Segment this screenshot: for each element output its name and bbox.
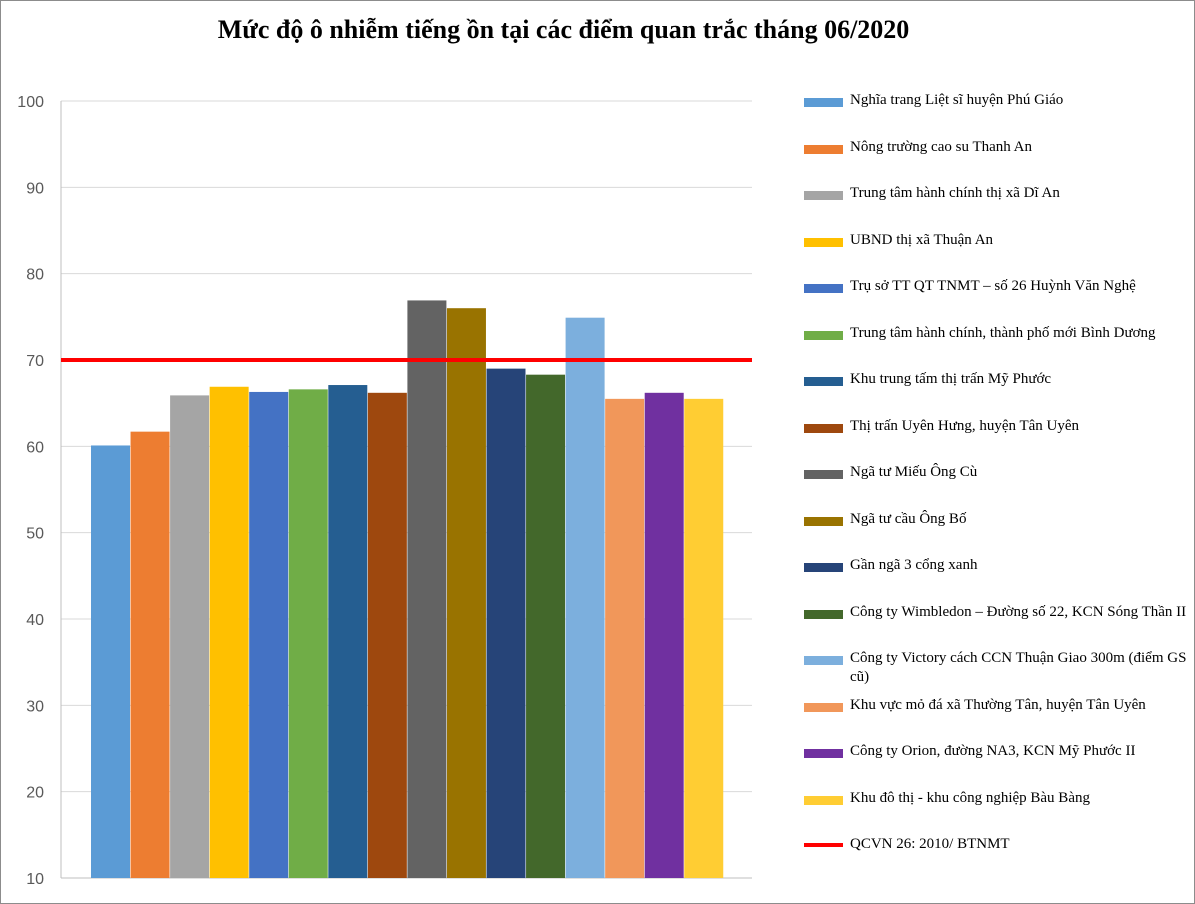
legend-label: Ngã tư cầu Ông Bố (850, 510, 967, 527)
legend-item: Khu đô thị - khu công nghiệp Bàu Bàng (804, 789, 1192, 808)
bar-5 (249, 391, 289, 878)
y-tick-label: 60 (26, 439, 44, 456)
legend-swatch (804, 516, 843, 526)
legend-swatch (804, 702, 843, 712)
bar-2 (130, 431, 170, 878)
bar-16 (684, 398, 724, 878)
legend-label: Công ty Orion, đường NA3, KCN Mỹ Phước I… (850, 743, 1136, 759)
bar-13 (565, 317, 605, 878)
y-tick-label: 50 (26, 526, 44, 543)
legend-item: UBND thị xã Thuận An (804, 231, 1192, 250)
legend-item: Công ty Orion, đường NA3, KCN Mỹ Phước I… (804, 742, 1192, 761)
legend-swatch (804, 98, 843, 107)
legend-label: QCVN 26: 2010/ BTNMT (850, 836, 1010, 852)
legend-label: UBND thị xã Thuận An (850, 231, 994, 248)
legend-swatch (804, 144, 843, 154)
legend-label: Công ty Wimbledon – Đường số 22, KCN Són… (850, 603, 1187, 620)
legend-label: Nông trường cao su Thanh An (850, 138, 1033, 155)
y-tick-label: 10 (26, 871, 44, 888)
bar-9 (407, 300, 447, 878)
legend-label: Gần ngã 3 cổng xanh (850, 557, 978, 573)
y-tick-label: 20 (26, 785, 44, 802)
bar-14 (605, 398, 645, 878)
bar-6 (288, 389, 328, 878)
legend-swatch (804, 795, 843, 805)
legend-item: Nông trường cao su Thanh An (804, 138, 1192, 157)
legend-item: Ngã tư cầu Ông Bố (804, 510, 1192, 529)
y-tick-label: 40 (26, 612, 44, 629)
y-tick-label: 90 (26, 180, 44, 197)
legend-item: Thị trấn Uyên Hưng, huyện Tân Uyên (804, 417, 1192, 436)
legend-label: Khu trung tấm thị trấn Mỹ Phước (850, 371, 1052, 387)
bar-12 (526, 374, 566, 878)
legend-swatch (804, 191, 843, 200)
legend-item: Công ty Wimbledon – Đường số 22, KCN Són… (804, 603, 1192, 622)
legend-label: Trụ sở TT QT TNMT – số 26 Huỳnh Văn Nghệ (850, 278, 1136, 294)
legend-label: Nghĩa trang Liệt sĩ huyện Phú Giáo (850, 92, 1064, 108)
y-tick-label: 30 (26, 698, 44, 715)
chart-title: Mức độ ô nhiễm tiếng ồn tại các điểm qua… (217, 15, 910, 44)
y-tick-label: 80 (26, 267, 44, 284)
legend-item: Trung tâm hành chính, thành phố mới Bình… (804, 324, 1192, 343)
legend-line-swatch (804, 843, 843, 847)
bar-1 (91, 445, 130, 878)
legend-item: Trụ sở TT QT TNMT – số 26 Huỳnh Văn Nghệ (804, 277, 1192, 296)
legend-swatch (804, 470, 843, 479)
legend-swatch (804, 377, 843, 386)
legend-label: Khu đô thị - khu công nghiệp Bàu Bàng (850, 789, 1090, 806)
legend-label: Công ty Victory cách CCN Thuận Giao 300m… (850, 650, 1187, 685)
y-tick-label: 70 (26, 353, 44, 370)
bar-10 (446, 308, 486, 878)
legend-swatch (804, 609, 843, 619)
legend-label: Khu vực mỏ đá xã Thường Tân, huyện Tân U… (850, 696, 1146, 713)
legend-item: Ngã tư Miếu Ông Cù (804, 463, 1192, 482)
bar-7 (328, 385, 368, 878)
bar-8 (367, 392, 407, 878)
legend-item: QCVN 26: 2010/ BTNMT (804, 835, 1192, 854)
bar-3 (170, 395, 210, 878)
bar-15 (644, 392, 684, 878)
legend-swatch (804, 423, 843, 433)
legend-item: Khu trung tấm thị trấn Mỹ Phước (804, 370, 1192, 389)
legend-swatch (804, 656, 843, 665)
legend-label: Thị trấn Uyên Hưng, huyện Tân Uyên (850, 417, 1080, 434)
legend-item: Công ty Victory cách CCN Thuận Giao 300m… (804, 649, 1192, 687)
bar-4 (209, 386, 249, 878)
legend-item: Nghĩa trang Liệt sĩ huyện Phú Giáo (804, 91, 1192, 110)
legend-swatch (804, 563, 843, 572)
legend-item: Gần ngã 3 cổng xanh (804, 556, 1192, 575)
legend-label: Trung tâm hành chính, thành phố mới Bình… (850, 324, 1156, 341)
legend-swatch (804, 237, 843, 247)
bar-11 (486, 368, 526, 878)
legend-swatch (804, 284, 843, 293)
legend-swatch (804, 330, 843, 340)
legend-swatch (804, 749, 843, 758)
legend-item: Trung tâm hành chính thị xã Dĩ An (804, 184, 1192, 203)
legend-label: Trung tâm hành chính thị xã Dĩ An (850, 185, 1060, 201)
y-tick-label: 100 (17, 94, 44, 111)
legend-item: Khu vực mỏ đá xã Thường Tân, huyện Tân U… (804, 696, 1192, 715)
legend-label: Ngã tư Miếu Ông Cù (850, 464, 978, 480)
